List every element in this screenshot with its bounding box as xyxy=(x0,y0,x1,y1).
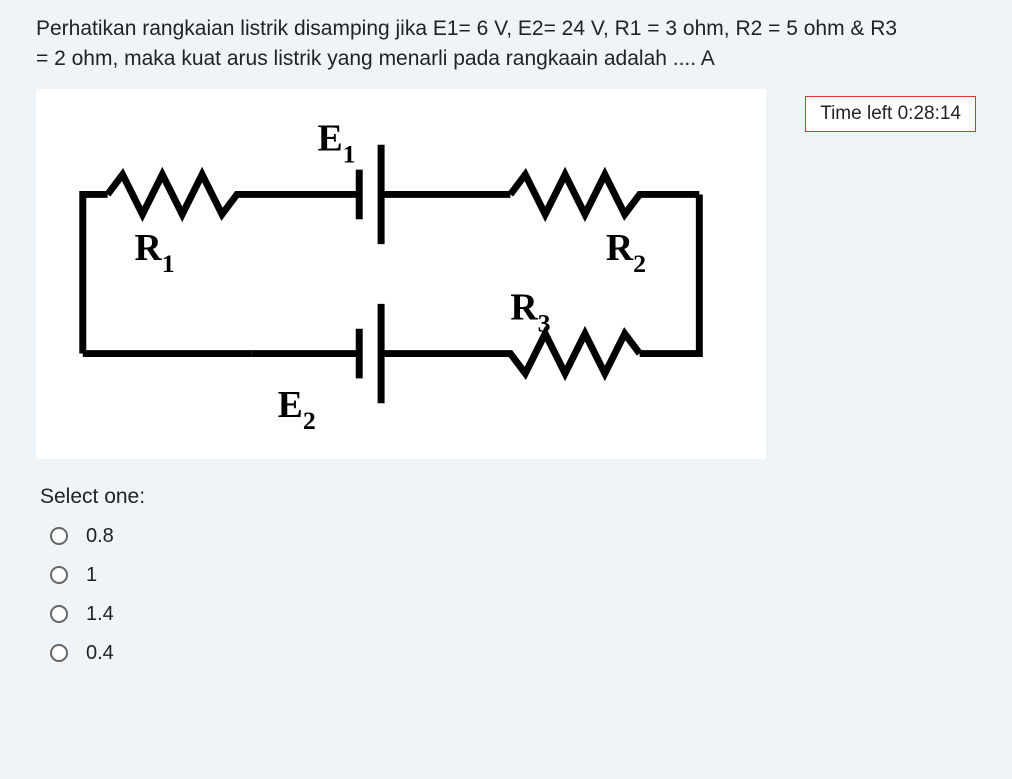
label-r2: R2 xyxy=(606,227,646,278)
option-2[interactable]: 1.4 xyxy=(50,603,976,626)
label-e2: E2 xyxy=(278,384,316,435)
circuit-figure: E1 R1 R2 R3 E2 xyxy=(36,89,766,459)
option-0[interactable]: 0.8 xyxy=(50,525,976,548)
radio-icon[interactable] xyxy=(50,644,68,662)
option-1[interactable]: 1 xyxy=(50,564,976,587)
question-text: Perhatikan rangkaian listrik disamping j… xyxy=(36,14,976,75)
label-e1: E1 xyxy=(317,118,355,169)
label-r1: R1 xyxy=(134,227,174,278)
question-line-1: Perhatikan rangkaian listrik disamping j… xyxy=(36,17,897,40)
option-label: 0.8 xyxy=(86,525,114,548)
time-left-label: Time left 0:28:14 xyxy=(820,103,961,124)
radio-icon[interactable] xyxy=(50,566,68,584)
option-label: 1.4 xyxy=(86,603,114,626)
options-list: 0.8 1 1.4 0.4 xyxy=(50,525,976,665)
circuit-svg: E1 R1 R2 R3 E2 xyxy=(50,95,752,453)
option-3[interactable]: 0.4 xyxy=(50,642,976,665)
radio-icon[interactable] xyxy=(50,527,68,545)
quiz-page: Perhatikan rangkaian listrik disamping j… xyxy=(0,0,1012,779)
time-left-badge: Time left 0:28:14 xyxy=(805,96,976,132)
question-line-2: = 2 ohm, maka kuat arus listrik yang men… xyxy=(36,47,715,70)
label-r3: R3 xyxy=(510,287,550,338)
option-label: 1 xyxy=(86,564,97,587)
radio-icon[interactable] xyxy=(50,605,68,623)
option-label: 0.4 xyxy=(86,642,114,665)
select-one-prompt: Select one: xyxy=(40,485,976,509)
